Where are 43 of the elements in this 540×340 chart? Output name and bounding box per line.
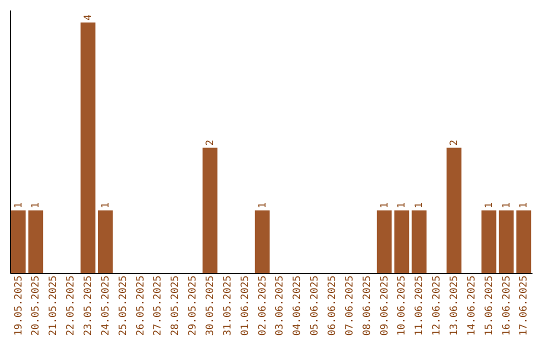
data-label: 1 [257,202,268,208]
data-label: 1 [518,202,530,208]
x-tick-label: 23.05.2025 [82,276,94,336]
data-label: 2 [449,140,460,146]
data-label: 2 [205,140,216,146]
x-tick-label: 20.05.2025 [30,276,42,336]
data-label: 1 [100,202,112,208]
x-tick-label: 02.06.2025 [257,276,268,336]
x-tick-label: 07.06.2025 [344,276,356,336]
data-label: 1 [13,202,24,208]
data-label: 4 [82,14,94,21]
x-tick-label: 12.06.2025 [432,276,443,336]
x-tick-label: 26.05.2025 [135,276,146,336]
x-tick-label: 05.06.2025 [310,276,321,336]
x-tick-label: 08.06.2025 [362,276,373,336]
x-tick-label: 13.06.2025 [449,276,460,336]
x-tick-label: 04.06.2025 [292,276,304,336]
x-tick-label: 22.05.2025 [66,276,77,336]
x-tick-label: 16.06.2025 [501,276,512,336]
x-tick-label: 28.05.2025 [170,276,182,336]
data-label: 1 [414,202,426,208]
x-tick-label: 29.05.2025 [188,276,199,336]
data-label: 1 [501,202,512,208]
x-tick-label: 14.06.2025 [466,276,478,336]
data-label: 1 [379,202,390,208]
x-tick-label: 27.05.2025 [152,276,164,336]
data-label: 1 [396,202,408,208]
x-tick-label: 19.05.2025 [13,276,24,336]
data-label: 1 [30,202,42,208]
x-tick-label: 31.05.2025 [222,276,234,336]
data-label: 1 [484,202,495,208]
x-tick-label: 03.06.2025 [274,276,286,336]
x-tick-label: 01.06.2025 [240,276,251,336]
x-tick-label: 15.06.2025 [484,276,495,336]
x-tick-label: 11.06.2025 [414,276,426,336]
x-tick-label: 06.06.2025 [327,276,338,336]
x-tick-label: 30.05.2025 [205,276,216,336]
x-tick-label: 09.06.2025 [379,276,390,336]
x-tick-label: 17.06.2025 [518,276,530,336]
x-tick-label: 24.05.2025 [100,276,112,336]
x-tick-label: 21.05.2025 [48,276,60,336]
x-tick-label: 10.06.2025 [396,276,408,336]
x-tick-label: 25.05.2025 [118,276,129,336]
